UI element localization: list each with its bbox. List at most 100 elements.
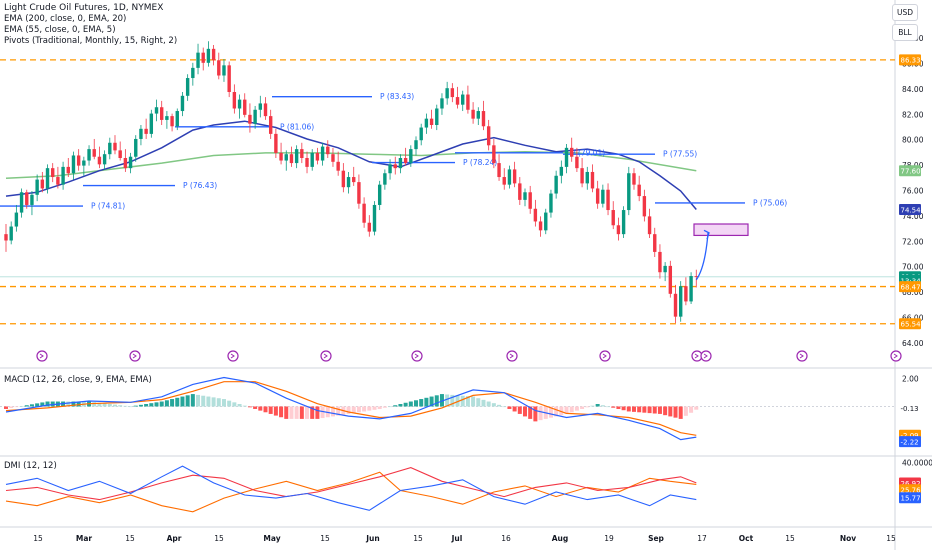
event-marker-icon	[700, 350, 712, 362]
candle-body	[403, 158, 408, 164]
candle-body	[279, 152, 283, 161]
candle-body	[243, 99, 247, 115]
macd-histogram-bar	[465, 396, 470, 407]
unit-button[interactable]: BLL	[892, 24, 918, 41]
macd-histogram-bar	[580, 406, 585, 409]
macd-histogram-bar	[517, 406, 522, 414]
ema200-legend: EMA (200, close, 0, EMA, 20)	[4, 14, 127, 24]
candle-body	[367, 222, 371, 232]
candle-body	[232, 92, 237, 109]
candle-body	[196, 52, 200, 68]
candle-body	[35, 179, 39, 195]
pivot-label: P (79.01)	[571, 148, 605, 157]
candle-body	[258, 103, 263, 110]
candle-body	[30, 194, 34, 205]
event-marker-icon	[411, 350, 423, 362]
symbol-title: Light Crude Oil Futures, 1D, NYMEX	[4, 3, 164, 13]
currency-button[interactable]: USD	[892, 4, 918, 21]
candle-body	[419, 127, 423, 141]
candle-body	[160, 107, 164, 120]
candle-body	[14, 212, 19, 227]
macd-histogram-bar	[652, 406, 657, 414]
candle-body	[673, 293, 678, 317]
time-axis-label: 15	[785, 534, 795, 543]
macd-histogram-bar	[227, 400, 232, 407]
candle-body	[149, 113, 154, 134]
candle-body	[393, 164, 397, 169]
macd-histogram-bar	[97, 402, 102, 407]
macd-histogram-bar	[211, 397, 216, 407]
candle-body	[414, 140, 418, 150]
candle-body	[336, 161, 340, 171]
macd-histogram-bar	[554, 406, 559, 417]
macd-histogram-bar	[668, 406, 673, 417]
macd-histogram-bar	[621, 406, 626, 411]
macd-histogram-bar	[164, 400, 169, 407]
macd-histogram-bar	[606, 406, 611, 408]
price-tick-label: 72.00	[902, 237, 924, 246]
macd-histogram-bar	[14, 406, 19, 408]
macd-value-badge: -2.09	[901, 432, 919, 440]
time-axis-label: May	[263, 534, 280, 543]
macd-histogram-bar	[491, 403, 496, 407]
candle-body	[538, 221, 543, 231]
price-label-badge: 65.54	[901, 321, 922, 329]
candle-body	[471, 109, 475, 119]
macd-histogram-bar	[559, 406, 564, 416]
candle-body	[564, 147, 569, 167]
macd-histogram-bar	[237, 404, 242, 407]
dmi-plus-line	[5, 465, 697, 511]
candle-body	[320, 146, 325, 161]
event-marker-icon	[890, 350, 902, 362]
macd-histogram-bar	[45, 401, 50, 407]
candle-body	[486, 126, 491, 146]
time-axis-label: 15	[413, 534, 423, 543]
pivot-label: P (77.55)	[663, 150, 697, 159]
event-marker-glyph	[694, 353, 699, 359]
main-legend: Light Crude Oil Futures, 1D, NYMEX EMA (…	[4, 3, 177, 47]
candle-body	[341, 170, 346, 188]
candle-body	[575, 156, 579, 169]
macd-histogram-bar	[419, 399, 424, 407]
candle-body	[549, 193, 553, 213]
macd-histogram-bar	[450, 394, 455, 407]
candle-body	[435, 108, 439, 125]
dmi-minus-line	[5, 471, 697, 513]
macd-histogram-bar	[242, 405, 247, 407]
price-tick-label: 84.00	[902, 85, 924, 94]
macd-histogram-bar	[694, 406, 699, 410]
macd-histogram-bar	[253, 406, 258, 409]
event-marker-glyph	[703, 353, 708, 359]
candle-body	[632, 173, 636, 185]
time-axis-label: 17	[697, 534, 707, 543]
candle-body	[274, 133, 278, 153]
candle-body	[580, 168, 584, 184]
macd-histogram-bar	[206, 396, 211, 407]
macd-histogram-bar	[590, 405, 595, 407]
candle-body	[9, 226, 13, 241]
macd-histogram-bar	[523, 406, 527, 417]
price-tick-label: 68.00	[902, 288, 924, 297]
macd-histogram-bar	[24, 405, 29, 407]
candle-body	[170, 116, 174, 127]
price-label-badge-bg	[899, 54, 921, 66]
candle-body	[559, 166, 564, 176]
macd-histogram-bar	[388, 406, 393, 408]
candle-body	[518, 183, 522, 200]
macd-tick-label: 2.00	[902, 374, 919, 383]
macd-histogram-bar	[569, 406, 574, 413]
macd-histogram-bar	[40, 402, 45, 407]
macd-histogram-bar	[476, 398, 481, 407]
macd-histogram-bar	[372, 406, 377, 410]
candle-body	[544, 212, 548, 231]
candle-body	[300, 149, 304, 158]
candle-body	[689, 276, 693, 302]
macd-histogram-bar	[626, 406, 631, 412]
candle-body	[570, 147, 574, 157]
macd-histogram-bar	[71, 401, 76, 407]
price-tick-label: 82.00	[902, 110, 924, 119]
candle-body	[87, 149, 91, 161]
macd-histogram-bar	[429, 396, 434, 407]
candle-body	[362, 203, 366, 223]
